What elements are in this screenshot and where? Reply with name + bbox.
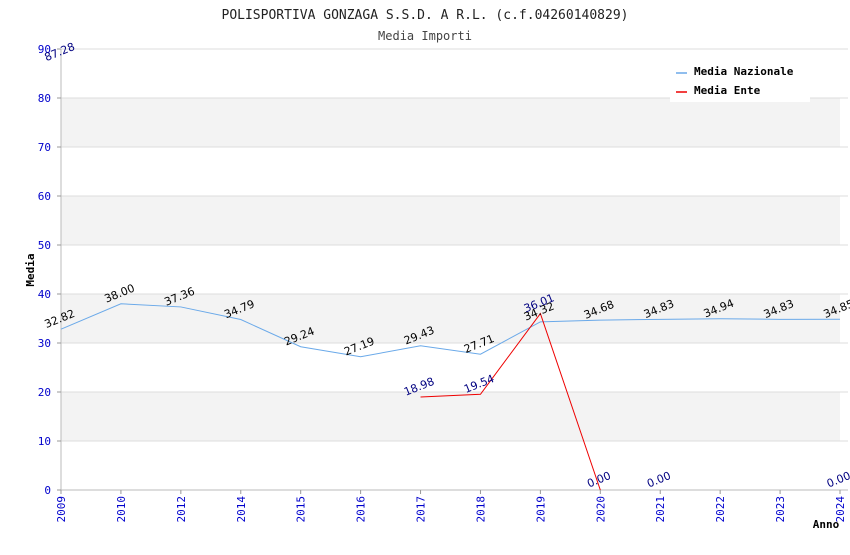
background-band — [61, 196, 840, 245]
x-tick-label: 2017 — [415, 496, 428, 523]
series-line-media-nazionale — [60, 303, 841, 358]
data-label: 0.00 — [825, 469, 850, 490]
y-tick-label: 40 — [38, 288, 51, 301]
x-tick-label: 2018 — [474, 496, 487, 523]
x-tick-label: 2015 — [295, 496, 308, 523]
x-tick-label: 2014 — [235, 496, 248, 523]
legend-box — [670, 60, 810, 102]
y-axis-label: Media — [24, 253, 37, 286]
gridlines — [61, 48, 848, 491]
y-tick-label: 30 — [38, 337, 51, 350]
y-tick-label: 90 — [38, 43, 51, 56]
series-lines — [60, 303, 841, 491]
legend-label-media-nazionale: Media Nazionale — [694, 65, 794, 78]
x-tick-label: 2022 — [714, 496, 727, 523]
x-tick-label: 2019 — [534, 496, 547, 523]
legend: Media Nazionale Media Ente — [670, 60, 810, 102]
background-band — [61, 98, 840, 147]
x-tick-label: 2012 — [175, 496, 188, 523]
legend-label-media-ente: Media Ente — [694, 84, 761, 97]
y-tick-label: 10 — [38, 435, 51, 448]
chart-title: POLISPORTIVA GONZAGA S.S.D. A R.L. (c.f.… — [222, 8, 629, 23]
chart-subtitle: Media Importi — [378, 29, 472, 43]
y-tick-label: 80 — [38, 92, 51, 105]
x-tick-label: 2024 — [834, 496, 847, 523]
x-tick-label: 2010 — [115, 496, 128, 523]
y-tick-label: 60 — [38, 190, 51, 203]
background-band — [61, 392, 840, 441]
x-tick-label: 2016 — [355, 496, 368, 523]
x-axis-label: Anno — [813, 518, 840, 531]
series-line-media-ente — [420, 312, 601, 491]
background-bands — [61, 98, 840, 441]
axes — [60, 49, 848, 491]
x-tick-label: 2023 — [774, 496, 787, 523]
y-axis-ticks: 0 10 20 30 40 50 60 70 80 90 — [38, 43, 61, 497]
y-tick-label: 0 — [44, 484, 51, 497]
x-tick-label: 2009 — [55, 496, 68, 523]
x-tick-label: 2020 — [594, 496, 607, 523]
y-tick-label: 70 — [38, 141, 51, 154]
x-tick-label: 2021 — [654, 496, 667, 523]
data-label: 0.00 — [645, 469, 673, 490]
y-tick-label: 20 — [38, 386, 51, 399]
y-tick-label: 50 — [38, 239, 51, 252]
x-axis-ticks: 2009 2010 2012 2014 2015 2016 2017 2018 2019 2020… — [55, 490, 847, 523]
